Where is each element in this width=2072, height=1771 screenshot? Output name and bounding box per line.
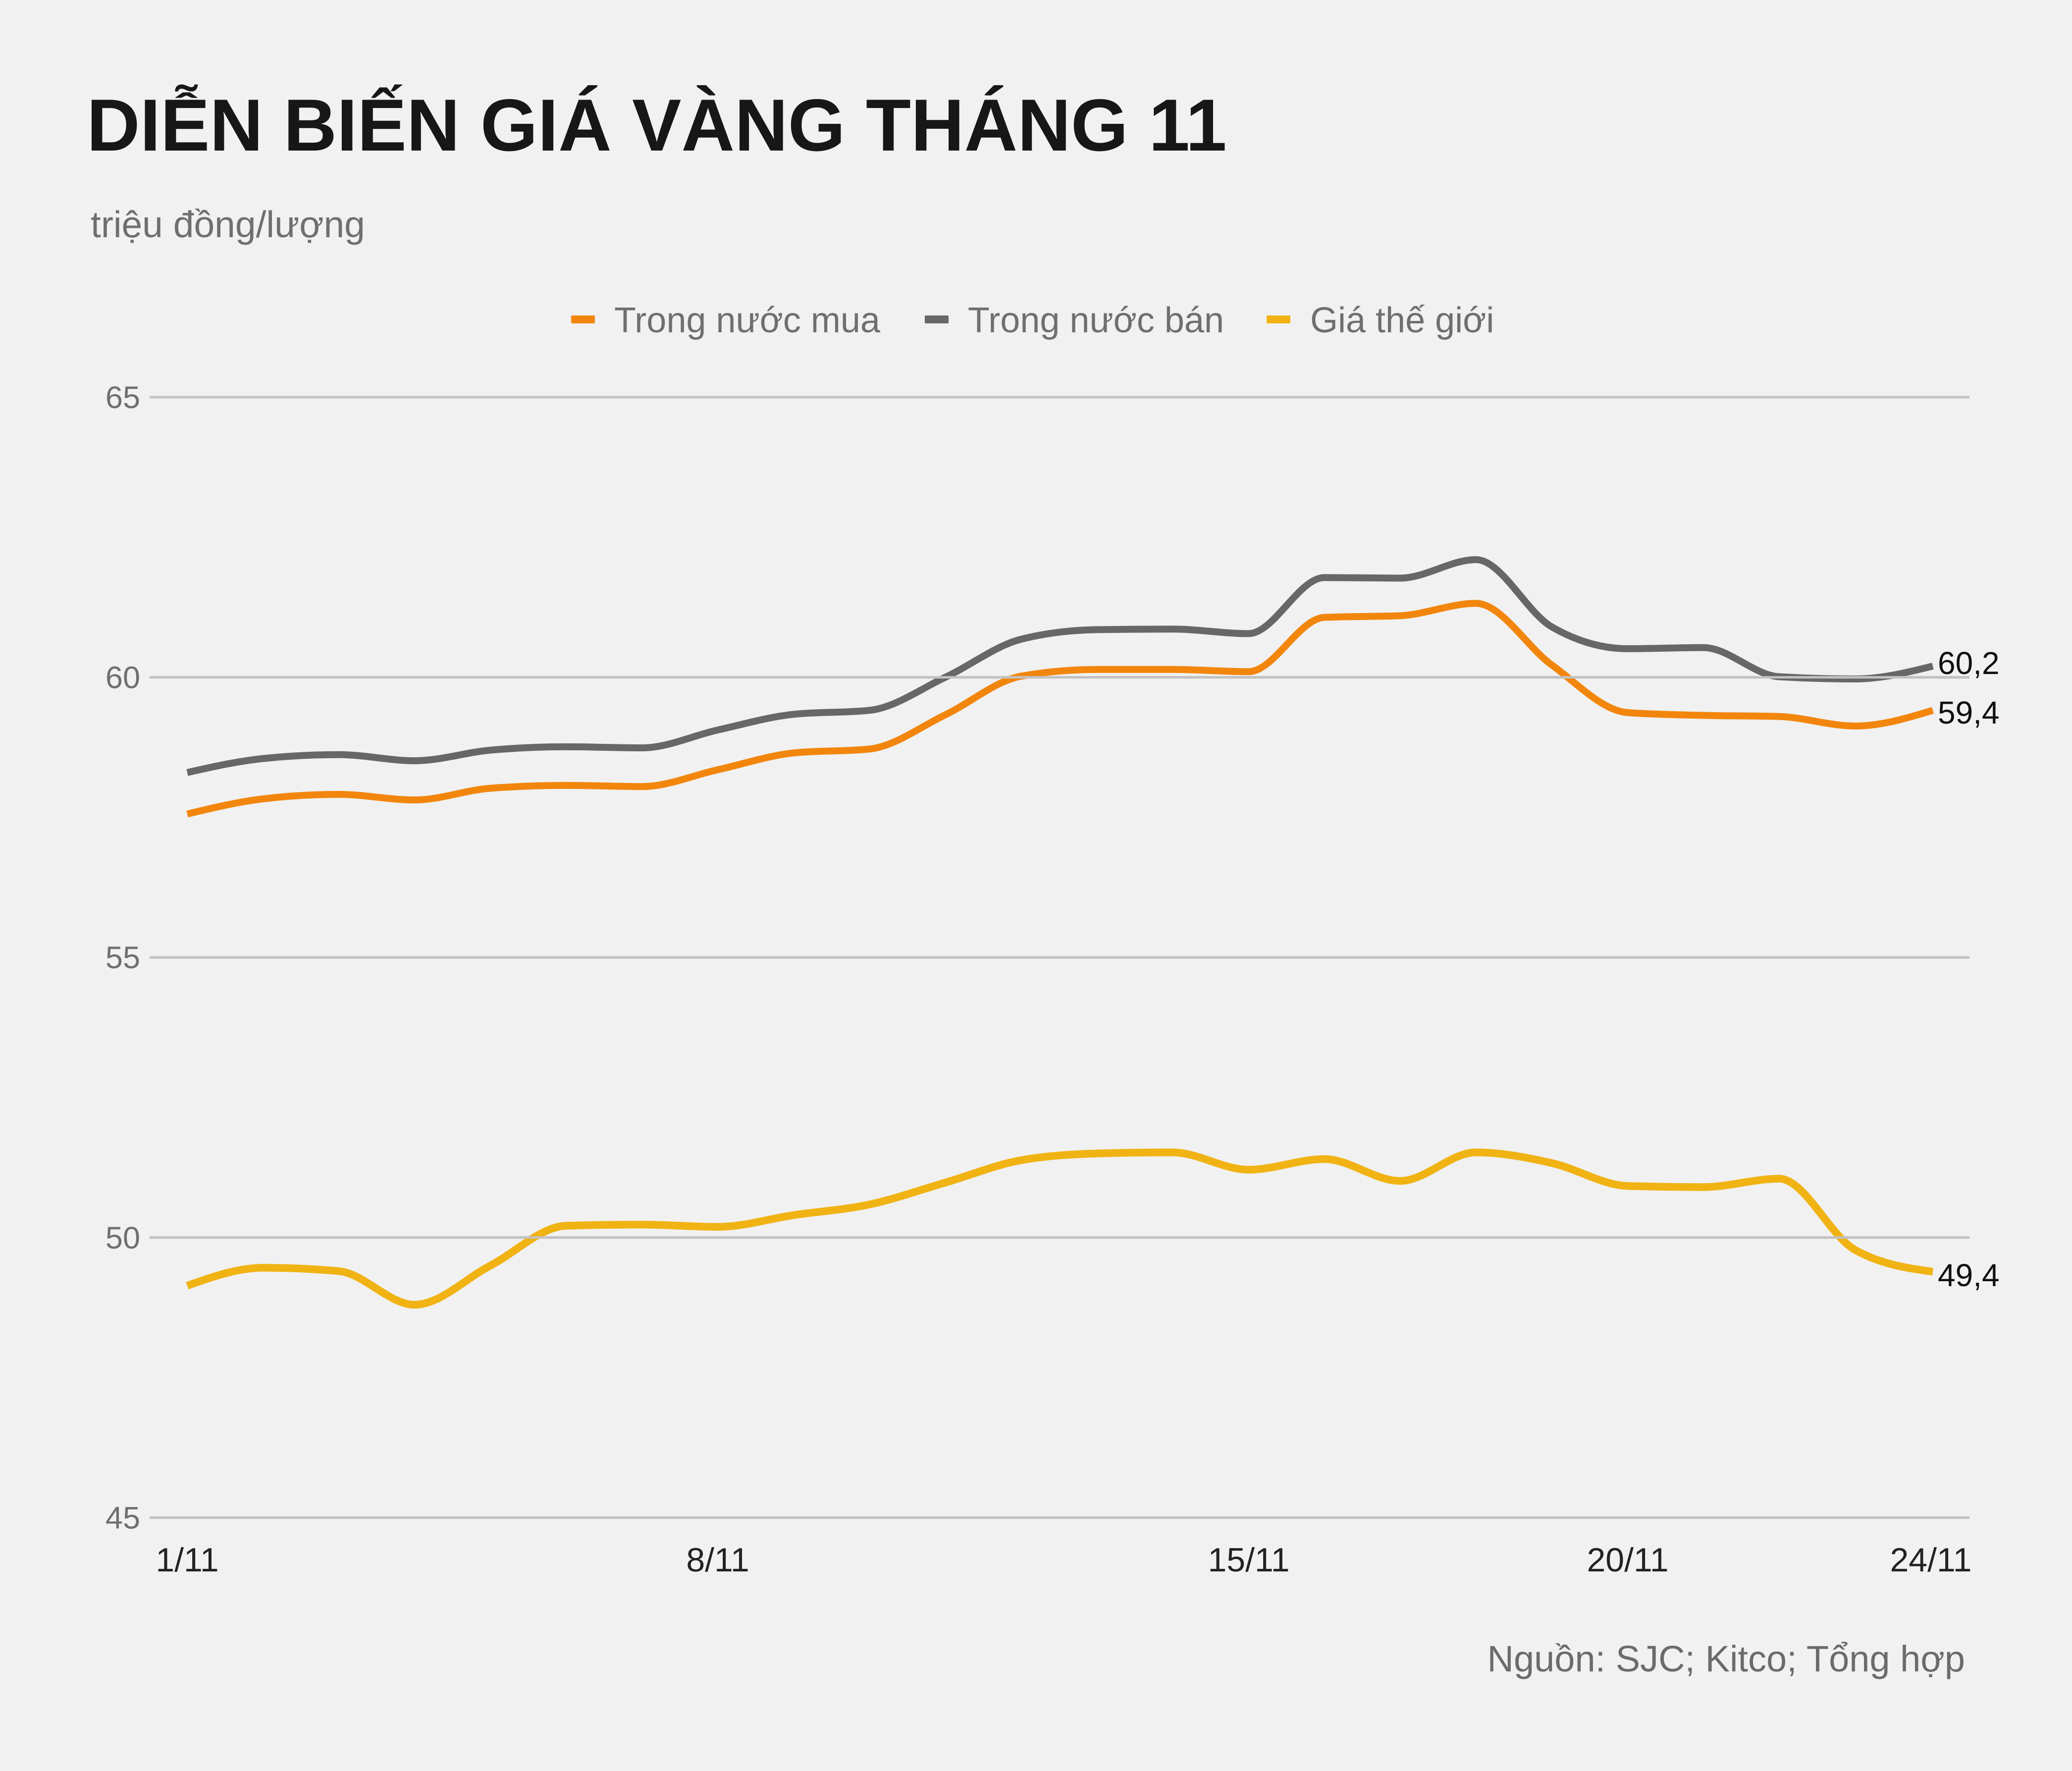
svg-text:Trong nước mua: Trong nước mua: [614, 301, 881, 340]
svg-text:8/11: 8/11: [686, 1541, 749, 1579]
svg-text:20/11: 20/11: [1587, 1541, 1668, 1579]
svg-text:55: 55: [106, 940, 140, 975]
svg-text:Trong nước bán: Trong nước bán: [968, 301, 1224, 340]
svg-text:Nguồn: SJC; Kitco; Tổng hợp: Nguồn: SJC; Kitco; Tổng hợp: [1488, 1638, 1965, 1679]
svg-text:59,4: 59,4: [1938, 695, 2000, 730]
svg-text:60: 60: [106, 661, 140, 695]
svg-text:Giá thế giới: Giá thế giới: [1310, 301, 1494, 340]
svg-text:65: 65: [106, 380, 140, 415]
svg-text:1/11: 1/11: [156, 1541, 218, 1579]
svg-text:50: 50: [106, 1221, 140, 1255]
svg-text:49,4: 49,4: [1938, 1257, 2000, 1293]
svg-text:60,2: 60,2: [1938, 645, 2000, 681]
svg-text:24/11: 24/11: [1890, 1541, 1971, 1579]
svg-text:triệu đồng/lượng: triệu đồng/lượng: [91, 204, 365, 245]
svg-text:15/11: 15/11: [1208, 1541, 1289, 1579]
svg-text:DIỄN BIẾN GIÁ VÀNG THÁNG 11: DIỄN BIẾN GIÁ VÀNG THÁNG 11: [87, 84, 1227, 166]
svg-text:45: 45: [106, 1501, 140, 1535]
